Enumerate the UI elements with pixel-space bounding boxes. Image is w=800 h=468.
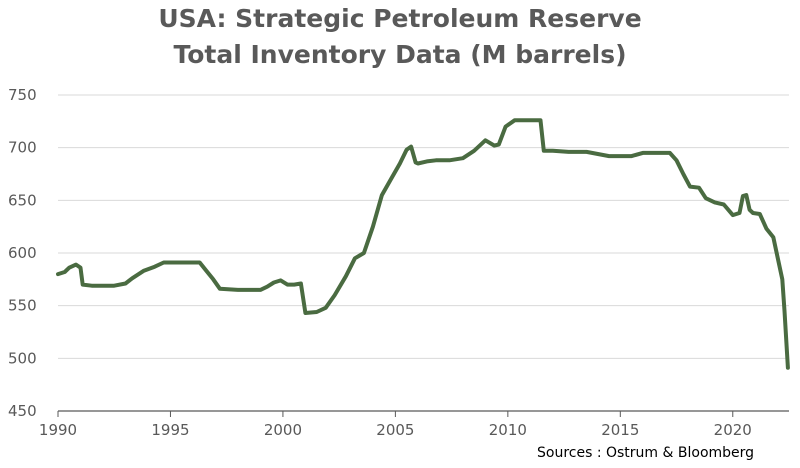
spr-inventory-line	[56, 118, 790, 370]
y-tick-label: 700	[8, 139, 37, 157]
x-tick-label: 2020	[714, 421, 752, 439]
x-tick-label: 1990	[39, 421, 77, 439]
chart-subtitle: Total Inventory Data (M barrels)	[173, 40, 627, 69]
x-axis: 1990 1995 2000 2005 2010 2015 2020	[39, 410, 789, 439]
y-axis: 450 500 550 600 650 700 750	[8, 86, 37, 420]
x-tick-label: 2015	[601, 421, 639, 439]
y-tick-label: 650	[8, 191, 37, 209]
source-note: Sources : Ostrum & Bloomberg	[537, 445, 754, 461]
gridlines	[58, 94, 789, 359]
x-tick-label: 2010	[489, 421, 527, 439]
y-tick-label: 750	[8, 86, 37, 104]
y-tick-label: 600	[8, 244, 37, 262]
y-tick-label: 450	[8, 402, 37, 420]
y-tick-label: 500	[8, 349, 37, 367]
x-tick-label: 1995	[151, 421, 189, 439]
series-layer	[56, 118, 790, 370]
x-tick-label: 2000	[264, 421, 302, 439]
x-tick-label: 2005	[376, 421, 414, 439]
chart-title: USA: Strategic Petroleum Reserve	[158, 4, 642, 33]
y-tick-label: 550	[8, 297, 37, 315]
